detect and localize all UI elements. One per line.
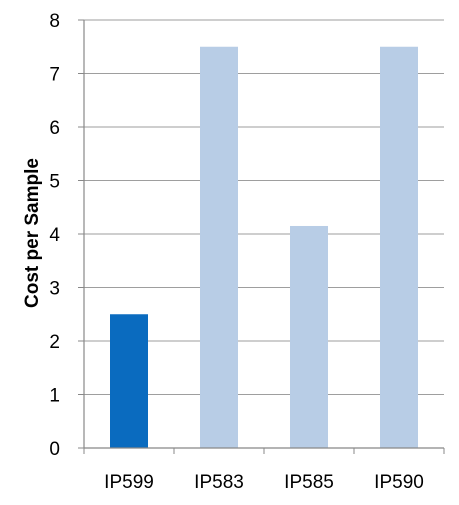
- y-tick-labels: 0 1 2 3 4 5 6 7 8: [49, 11, 60, 460]
- x-tick-label-IP583: IP583: [194, 472, 244, 493]
- bars: [110, 46, 418, 448]
- y-tick-label-3: 3: [49, 279, 60, 300]
- axes: [78, 19, 445, 454]
- x-tick-label-IP599: IP599: [104, 472, 154, 493]
- bar-IP583: [200, 46, 238, 448]
- y-axis-title: Cost per Sample: [22, 158, 43, 308]
- y-tick-label-5: 5: [49, 172, 60, 193]
- y-tick-label-6: 6: [49, 118, 60, 139]
- y-tick-label-0: 0: [49, 439, 60, 460]
- y-tick-label-2: 2: [49, 332, 60, 353]
- x-tick-label-IP590: IP590: [374, 472, 424, 493]
- y-tick-label-4: 4: [49, 225, 60, 246]
- bar-IP599: [110, 314, 148, 448]
- y-tick-label-8: 8: [49, 11, 60, 32]
- bar-IP590: [380, 46, 418, 448]
- bar-IP585: [290, 225, 328, 448]
- y-tick-label-7: 7: [49, 65, 60, 86]
- y-tick-label-1: 1: [49, 386, 60, 407]
- x-tick-labels: IP599 IP583 IP585 IP590: [104, 472, 424, 493]
- x-tick-label-IP585: IP585: [284, 472, 334, 493]
